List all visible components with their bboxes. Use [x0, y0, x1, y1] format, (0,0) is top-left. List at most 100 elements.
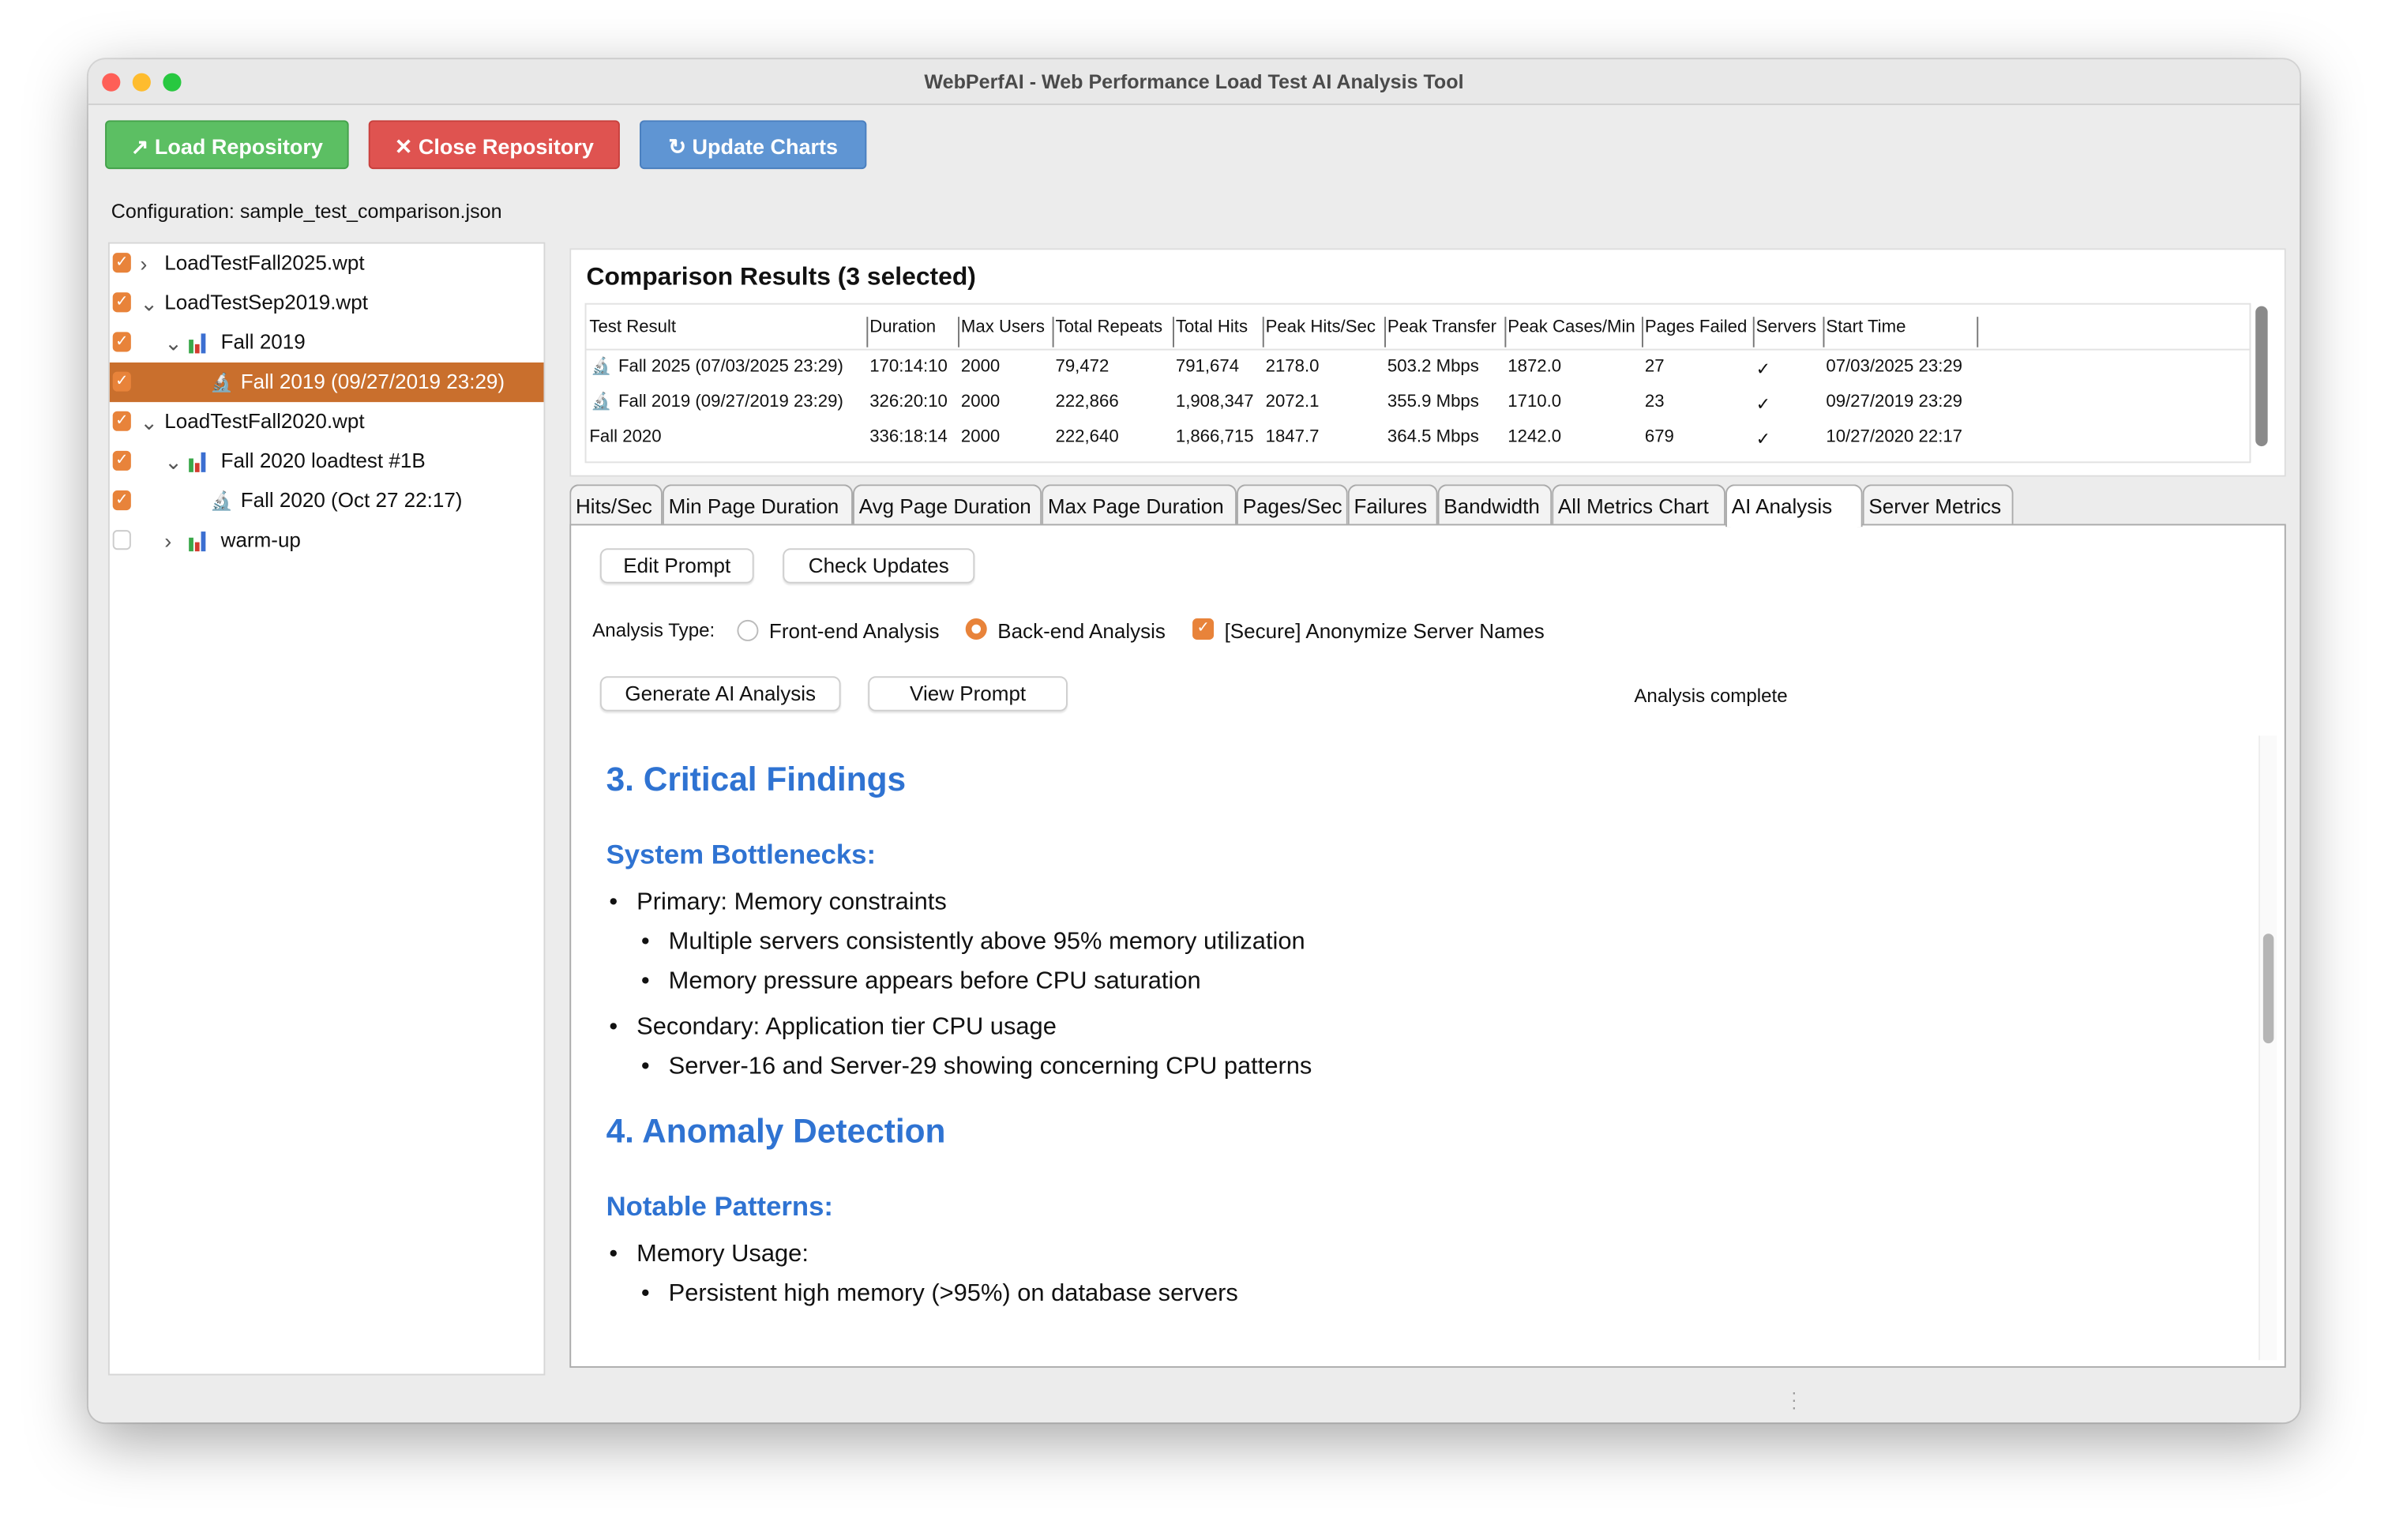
column-divider[interactable] [1052, 317, 1054, 347]
analysis-output: 3. Critical Findings System Bottlenecks:… [571, 735, 2254, 1365]
microscope-icon: 🔬 [210, 371, 233, 393]
tree-item[interactable]: ✓ 🔬 Fall 2019 (09/27/2019 23:29) [109, 362, 544, 403]
tab-ai-analysis[interactable]: AI Analysis [1725, 484, 1863, 528]
tab-avg-page-duration[interactable]: Avg Page Duration [852, 484, 1042, 526]
column-divider[interactable] [1823, 317, 1825, 347]
table-cell: 79,472 [1055, 358, 1110, 377]
tree-item[interactable]: ✓ ⌄ Fall 2020 loadtest #1B [110, 441, 544, 481]
tab-max-page-duration[interactable]: Max Page Duration [1042, 484, 1237, 526]
tree-checkbox[interactable]: ✓ [112, 411, 131, 431]
table-cell: 355.9 Mbps [1387, 393, 1479, 411]
frontend-radio[interactable] [737, 619, 759, 641]
chevron-right-icon[interactable]: › [140, 251, 148, 276]
column-divider[interactable] [958, 317, 959, 347]
table-scrollbar[interactable] [2255, 306, 2268, 447]
scrollbar-thumb[interactable] [2262, 933, 2274, 1044]
column-header[interactable]: Peak Transfer [1387, 318, 1497, 337]
minimize-window-button[interactable] [132, 73, 151, 92]
column-divider[interactable] [866, 317, 869, 347]
table-cell: Fall 2019 (09/27/2019 23:29) [618, 393, 843, 411]
analysis-type-label: Analysis Type: [592, 619, 715, 641]
tree-item[interactable]: ✓ 🔬 Fall 2020 (Oct 27 22:17) [110, 481, 544, 520]
tree-checkbox[interactable]: ✓ [112, 371, 131, 392]
load-repository-button[interactable]: ↗ Load Repository [105, 120, 349, 170]
chevron-down-icon[interactable]: ⌄ [140, 409, 159, 434]
tree-item-label: LoadTestSep2019.wpt [164, 291, 368, 314]
close-repository-button[interactable]: ✕ Close Repository [368, 120, 620, 170]
table-cell: 27 [1644, 358, 1665, 377]
column-header[interactable]: Test Result [589, 318, 677, 337]
table-cell: Fall 2020 [589, 427, 662, 447]
table-row[interactable]: 🔬 Fall 2019 (09/27/2019 23:29) 326:20:10 20… [586, 387, 2249, 422]
column-header[interactable]: Total Repeats [1055, 318, 1163, 337]
anonymize-checkbox[interactable]: ✓ [1192, 618, 1215, 640]
zoom-window-button[interactable] [163, 73, 182, 92]
bar-chart-icon [189, 332, 210, 354]
column-header[interactable]: Servers [1755, 318, 1817, 337]
generate-ai-analysis-button[interactable]: Generate AI Analysis [599, 676, 841, 712]
table-row[interactable]: 🔬 Fall 2025 (07/03/2025 23:29) 170:14:10 20… [586, 351, 2249, 386]
ai-analysis-panel: Edit Prompt Check Updates Analysis Type:… [569, 524, 2286, 1368]
tab-server-metrics[interactable]: Server Metrics [1862, 484, 2014, 526]
backend-radio[interactable] [965, 618, 987, 640]
tree-item[interactable]: ✓ ⌄ LoadTestSep2019.wpt [110, 284, 544, 323]
tab-pages-sec[interactable]: Pages/Sec [1236, 484, 1348, 526]
check-updates-button[interactable]: Check Updates [783, 548, 975, 584]
tree-checkbox[interactable]: ✓ [112, 332, 131, 352]
tab-bandwidth[interactable]: Bandwidth [1437, 484, 1553, 526]
table-cell: 336:18:14 [869, 427, 948, 447]
list-item: Server-16 and Server-29 showing concerni… [606, 1054, 2255, 1082]
edit-prompt-button[interactable]: Edit Prompt [599, 548, 754, 584]
tree-checkbox[interactable]: ✓ [112, 490, 131, 511]
column-divider[interactable] [1752, 317, 1755, 347]
chevron-down-icon[interactable]: ⌄ [164, 330, 182, 355]
table-cell: 679 [1644, 427, 1674, 447]
tab-failures[interactable]: Failures [1347, 484, 1438, 526]
column-divider[interactable] [1384, 317, 1386, 347]
table-cell: 222,866 [1055, 393, 1119, 411]
tab-hits-sec[interactable]: Hits/Sec [569, 484, 663, 526]
backend-label: Back-end Analysis [997, 619, 1166, 643]
column-header[interactable]: Total Hits [1175, 318, 1248, 337]
tree-item[interactable]: ✓ › LoadTestFall2025.wpt [110, 244, 544, 284]
tree-item[interactable]: ✓ ⌄ LoadTestFall2020.wpt [110, 402, 544, 441]
table-cell: 07/03/2025 23:29 [1826, 358, 1963, 377]
comparison-table[interactable]: Test Result Duration Max Users Total Repeat… [584, 302, 2251, 464]
app-window: WebPerfAI - Web Performance Load Test AI… [88, 59, 2300, 1423]
chevron-right-icon[interactable]: › [164, 528, 172, 554]
column-header[interactable]: Peak Hits/Sec [1265, 318, 1376, 337]
column-header[interactable]: Duration [869, 318, 937, 337]
column-header[interactable]: Max Users [960, 318, 1045, 337]
column-header[interactable]: Peak Cases/Min [1508, 318, 1635, 337]
close-window-button[interactable] [102, 73, 121, 92]
tab-min-page-duration[interactable]: Min Page Duration [662, 484, 853, 526]
anonymize-label: [Secure] Anonymize Server Names [1224, 619, 1545, 643]
chevron-down-icon[interactable]: ⌄ [164, 449, 182, 474]
bar-chart-icon [189, 530, 210, 552]
tree-checkbox[interactable]: ✓ [112, 450, 131, 471]
chevron-down-icon[interactable]: ⌄ [140, 291, 159, 316]
tree-item[interactable]: › warm-up [110, 521, 544, 561]
tree-checkbox[interactable]: ✓ [112, 292, 131, 313]
tree-item[interactable]: ✓ ⌄ Fall 2019 [110, 323, 544, 362]
table-cell: 2178.0 [1265, 358, 1320, 377]
column-divider[interactable] [1977, 317, 1979, 347]
table-row[interactable]: Fall 2020 336:18:14 2000 222,640 1,866,715 18… [586, 422, 2249, 456]
column-header[interactable]: Pages Failed [1644, 318, 1748, 337]
column-header[interactable]: Start Time [1826, 318, 1906, 337]
tree-checkbox[interactable] [112, 530, 131, 550]
resize-handle[interactable]: · · · [1790, 1381, 1797, 1418]
heading-critical-findings: 3. Critical Findings [606, 760, 907, 798]
column-divider[interactable] [1172, 317, 1174, 347]
view-prompt-button[interactable]: View Prompt [868, 676, 1068, 712]
test-tree[interactable]: ✓ › LoadTestFall2025.wpt ✓ ⌄ LoadTestSep2019.… [107, 242, 546, 1376]
analysis-scrollbar[interactable] [2258, 735, 2277, 1361]
update-charts-button[interactable]: ↻ Update Charts [639, 120, 867, 170]
column-divider[interactable] [1504, 317, 1507, 347]
tab-all-metrics-chart[interactable]: All Metrics Chart [1552, 484, 1726, 526]
tree-checkbox[interactable]: ✓ [112, 253, 131, 273]
column-divider[interactable] [1262, 317, 1264, 347]
table-cell: 09/27/2019 23:29 [1826, 393, 1963, 411]
column-divider[interactable] [1641, 317, 1643, 347]
list-item: Multiple servers consistently above 95% … [606, 929, 2255, 956]
